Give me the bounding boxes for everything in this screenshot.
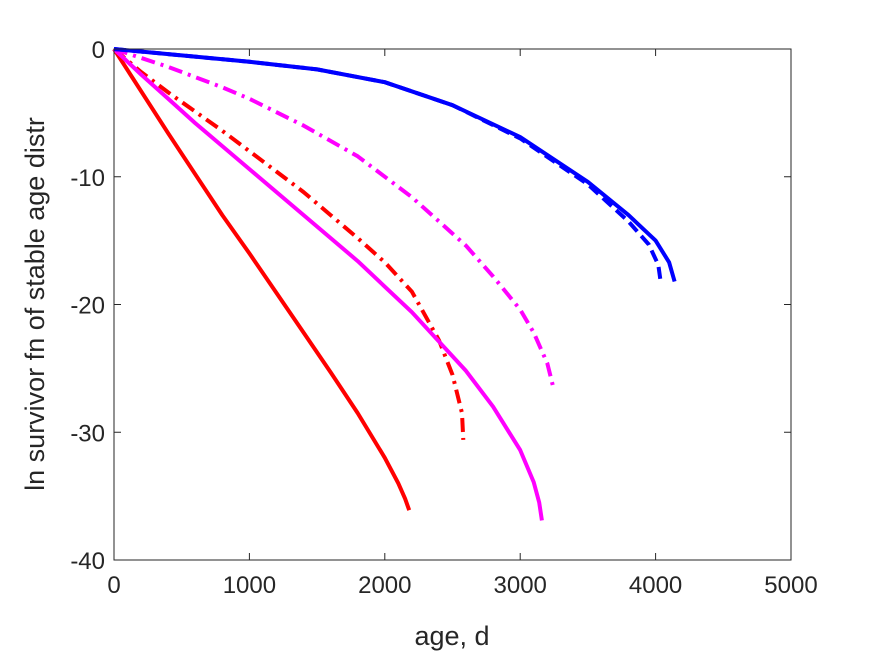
x-axis-label: age, d: [414, 621, 489, 651]
y-axis-label: ln survivor fn of stable age distr: [20, 117, 50, 491]
series-line-6: [113, 47, 663, 285]
y-tick-label: -40: [70, 548, 105, 575]
x-tick-label: 3000: [494, 572, 547, 599]
series-layer: [112, 47, 677, 521]
series-line-1: [112, 47, 412, 511]
x-tick-label: 2000: [358, 572, 411, 599]
plot-area: [114, 49, 791, 560]
x-tick-label: 0: [107, 572, 120, 599]
series-line-3: [112, 47, 544, 521]
x-tick-label: 1000: [223, 572, 276, 599]
x-tick-label: 4000: [629, 572, 682, 599]
y-tick-label: 0: [92, 37, 105, 64]
y-tick-label: -10: [70, 165, 105, 192]
x-tick-label: 5000: [764, 572, 817, 599]
series-line-4: [113, 47, 555, 386]
tick-layer: 0 1000 2000 3000 4000 5000 0 -10 -20 -30 -40: [70, 37, 817, 599]
y-tick-label: -30: [70, 420, 105, 447]
y-tick-label: -20: [70, 293, 105, 320]
